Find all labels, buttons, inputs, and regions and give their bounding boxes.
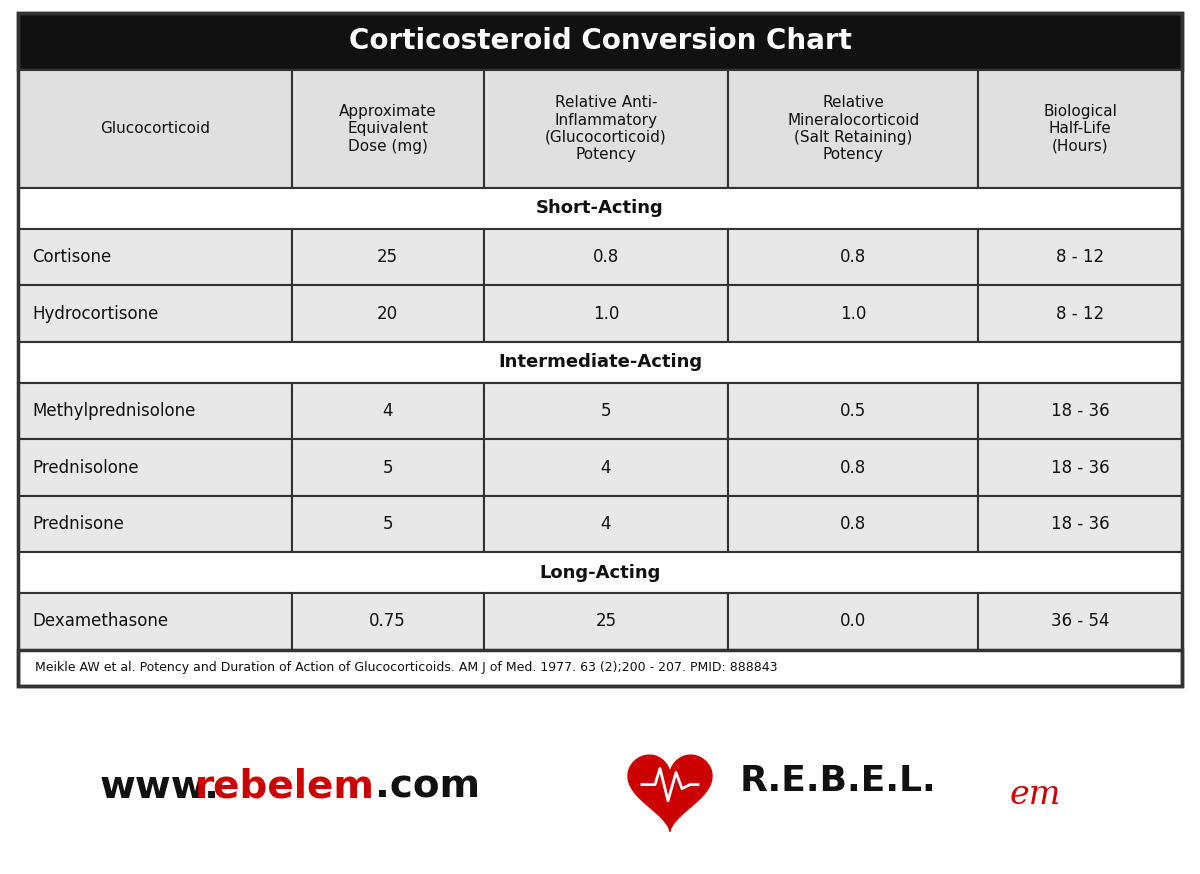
Text: 5: 5 [383, 515, 392, 533]
Bar [484, 286, 728, 342]
Text: 5: 5 [383, 459, 392, 476]
Bar [728, 229, 978, 286]
Text: 0.8: 0.8 [840, 248, 866, 267]
Text: 0.8: 0.8 [593, 248, 619, 267]
Bar [978, 286, 1182, 342]
Text: 0.8: 0.8 [840, 459, 866, 476]
Bar [728, 440, 978, 496]
Bar [728, 70, 978, 188]
Text: 25: 25 [377, 248, 398, 267]
Bar [484, 383, 728, 440]
Text: Hydrocortisone: Hydrocortisone [32, 305, 158, 323]
Text: Glucocorticoid: Glucocorticoid [100, 121, 210, 136]
Bar [978, 593, 1182, 649]
Text: rebelem: rebelem [194, 767, 374, 806]
Text: 25: 25 [595, 613, 617, 630]
Bar [18, 440, 292, 496]
Bar [484, 229, 728, 286]
Text: Biological
Half-Life
(Hours): Biological Half-Life (Hours) [1043, 104, 1117, 154]
Bar [18, 188, 1182, 229]
Bar [484, 440, 728, 496]
Bar [978, 229, 1182, 286]
Bar [728, 286, 978, 342]
Text: 4: 4 [600, 515, 611, 533]
Text: 5: 5 [600, 402, 611, 420]
Text: Approximate
Equivalent
Dose (mg): Approximate Equivalent Dose (mg) [338, 104, 437, 154]
Bar [292, 70, 484, 188]
Bar [18, 286, 292, 342]
Text: 0.75: 0.75 [370, 613, 406, 630]
Text: Prednisolone: Prednisolone [32, 459, 138, 476]
Text: Relative
Mineralocorticoid
(Salt Retaining)
Potency: Relative Mineralocorticoid (Salt Retaini… [787, 95, 919, 163]
Text: 1.0: 1.0 [593, 305, 619, 323]
Bar [18, 383, 292, 440]
Bar [18, 552, 1182, 593]
Text: 18 - 36: 18 - 36 [1051, 459, 1110, 476]
Bar [978, 70, 1182, 188]
Bar [484, 70, 728, 188]
Polygon shape [628, 755, 712, 831]
Bar [18, 649, 1182, 686]
Bar [18, 342, 1182, 383]
Text: Short-Acting: Short-Acting [536, 199, 664, 218]
Text: R.E.B.E.L.: R.E.B.E.L. [740, 764, 937, 798]
Text: Corticosteroid Conversion Chart: Corticosteroid Conversion Chart [348, 27, 852, 55]
Bar [978, 383, 1182, 440]
Bar [728, 593, 978, 649]
Text: 8 - 12: 8 - 12 [1056, 305, 1104, 323]
Text: 20: 20 [377, 305, 398, 323]
Text: 4: 4 [383, 402, 392, 420]
Text: 8 - 12: 8 - 12 [1056, 248, 1104, 267]
Text: 4: 4 [600, 459, 611, 476]
Text: Long-Acting: Long-Acting [539, 564, 661, 582]
Bar [18, 13, 1182, 70]
Text: Intermediate-Acting: Intermediate-Acting [498, 353, 702, 371]
Bar [484, 496, 728, 552]
Text: 1.0: 1.0 [840, 305, 866, 323]
Bar [728, 383, 978, 440]
Bar [728, 496, 978, 552]
Text: 18 - 36: 18 - 36 [1051, 402, 1110, 420]
Bar [18, 229, 292, 286]
Bar [292, 593, 484, 649]
Text: em: em [1010, 779, 1061, 811]
Text: Meikle AW et al. Potency and Duration of Action of Glucocorticoids. AM J of Med.: Meikle AW et al. Potency and Duration of… [36, 662, 778, 675]
Text: 36 - 54: 36 - 54 [1051, 613, 1109, 630]
Bar [292, 229, 484, 286]
Text: 0.0: 0.0 [840, 613, 866, 630]
Bar [292, 286, 484, 342]
Text: Methylprednisolone: Methylprednisolone [32, 402, 196, 420]
Bar [292, 496, 484, 552]
Bar [484, 593, 728, 649]
Text: 18 - 36: 18 - 36 [1051, 515, 1110, 533]
Bar [18, 496, 292, 552]
Bar [978, 496, 1182, 552]
Bar [18, 70, 292, 188]
Text: Dexamethasone: Dexamethasone [32, 613, 168, 630]
Bar [18, 593, 292, 649]
Bar [978, 440, 1182, 496]
Text: www.: www. [100, 767, 220, 806]
Text: Cortisone: Cortisone [32, 248, 112, 267]
Text: 0.5: 0.5 [840, 402, 866, 420]
Text: Prednisone: Prednisone [32, 515, 124, 533]
Text: Relative Anti-
Inflammatory
(Glucocorticoid)
Potency: Relative Anti- Inflammatory (Glucocortic… [545, 95, 667, 163]
Text: .com: .com [374, 767, 480, 806]
Bar [292, 383, 484, 440]
Text: 0.8: 0.8 [840, 515, 866, 533]
Bar [292, 440, 484, 496]
